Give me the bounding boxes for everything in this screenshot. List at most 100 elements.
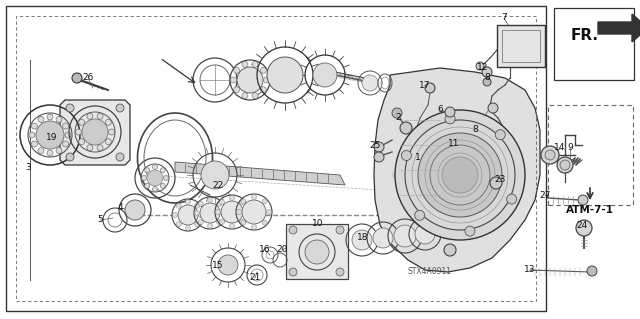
Circle shape [289, 226, 297, 234]
Circle shape [336, 268, 344, 276]
Text: 13: 13 [524, 265, 536, 275]
Circle shape [195, 222, 200, 227]
Circle shape [145, 168, 150, 173]
Circle shape [374, 142, 384, 152]
Circle shape [465, 226, 475, 236]
Circle shape [237, 67, 263, 93]
Circle shape [97, 113, 103, 119]
Circle shape [218, 255, 238, 275]
Circle shape [237, 210, 241, 214]
Circle shape [76, 129, 81, 135]
Circle shape [221, 201, 243, 223]
Text: 8: 8 [472, 125, 478, 135]
Circle shape [47, 150, 53, 156]
Circle shape [394, 225, 416, 247]
Circle shape [200, 203, 220, 223]
Circle shape [445, 114, 455, 124]
Circle shape [336, 226, 344, 234]
Circle shape [216, 210, 221, 214]
Polygon shape [374, 68, 540, 272]
Circle shape [141, 175, 147, 181]
Circle shape [87, 145, 93, 151]
Circle shape [395, 110, 525, 240]
Circle shape [56, 116, 62, 122]
Circle shape [587, 266, 597, 276]
Circle shape [201, 161, 229, 189]
Text: 27: 27 [540, 190, 550, 199]
Circle shape [207, 197, 212, 203]
Circle shape [305, 240, 329, 264]
Bar [497, 25, 545, 67]
Circle shape [425, 83, 435, 93]
Text: 26: 26 [83, 73, 93, 83]
Circle shape [221, 211, 225, 216]
Circle shape [38, 148, 44, 153]
Circle shape [230, 196, 234, 201]
Circle shape [495, 130, 506, 140]
Circle shape [198, 212, 204, 218]
Text: 5: 5 [97, 216, 103, 225]
Text: 19: 19 [46, 133, 58, 143]
Bar [548, 105, 633, 205]
Text: 9: 9 [567, 144, 573, 152]
Circle shape [63, 123, 68, 129]
Circle shape [576, 220, 592, 236]
Circle shape [578, 195, 588, 205]
Text: 1: 1 [415, 153, 421, 162]
Circle shape [178, 205, 198, 225]
Circle shape [243, 210, 248, 214]
Circle shape [230, 77, 237, 83]
Circle shape [220, 219, 225, 224]
Circle shape [313, 63, 337, 87]
Circle shape [36, 121, 64, 149]
Circle shape [560, 160, 570, 170]
Text: 10: 10 [312, 219, 324, 228]
Text: 3: 3 [25, 164, 31, 173]
Circle shape [66, 104, 74, 112]
Polygon shape [598, 14, 640, 42]
Text: 21: 21 [250, 273, 260, 283]
Polygon shape [60, 100, 130, 165]
Circle shape [373, 228, 393, 248]
Circle shape [252, 93, 258, 99]
Circle shape [482, 67, 492, 77]
Bar [502, 30, 540, 62]
Text: 24: 24 [577, 220, 588, 229]
Circle shape [220, 200, 225, 204]
Circle shape [82, 119, 108, 145]
Circle shape [264, 77, 269, 83]
Text: 6: 6 [437, 106, 443, 115]
Text: 22: 22 [212, 181, 223, 189]
Circle shape [267, 57, 303, 93]
Circle shape [176, 222, 181, 227]
Circle shape [173, 212, 177, 218]
Text: ATM-7-1: ATM-7-1 [566, 205, 614, 215]
Circle shape [252, 225, 257, 229]
Text: FR.: FR. [571, 27, 599, 42]
Bar [16, 16, 536, 301]
Circle shape [65, 132, 71, 138]
Bar [6, 6, 546, 311]
Circle shape [242, 61, 248, 67]
Circle shape [289, 268, 297, 276]
Text: 11: 11 [448, 139, 460, 149]
Text: 4: 4 [117, 204, 123, 212]
Circle shape [106, 139, 111, 145]
Circle shape [176, 203, 181, 208]
Text: 8: 8 [484, 73, 490, 83]
Circle shape [557, 157, 573, 173]
Text: 7: 7 [501, 13, 507, 23]
Circle shape [207, 224, 212, 228]
Circle shape [266, 210, 271, 214]
Circle shape [116, 104, 124, 112]
Circle shape [63, 141, 68, 147]
Circle shape [109, 129, 115, 135]
Circle shape [483, 78, 491, 86]
Circle shape [198, 201, 204, 206]
Text: 20: 20 [276, 246, 288, 255]
Circle shape [488, 103, 498, 113]
Circle shape [106, 119, 111, 125]
Circle shape [31, 123, 37, 129]
Text: 17: 17 [419, 80, 431, 90]
Circle shape [79, 119, 84, 125]
